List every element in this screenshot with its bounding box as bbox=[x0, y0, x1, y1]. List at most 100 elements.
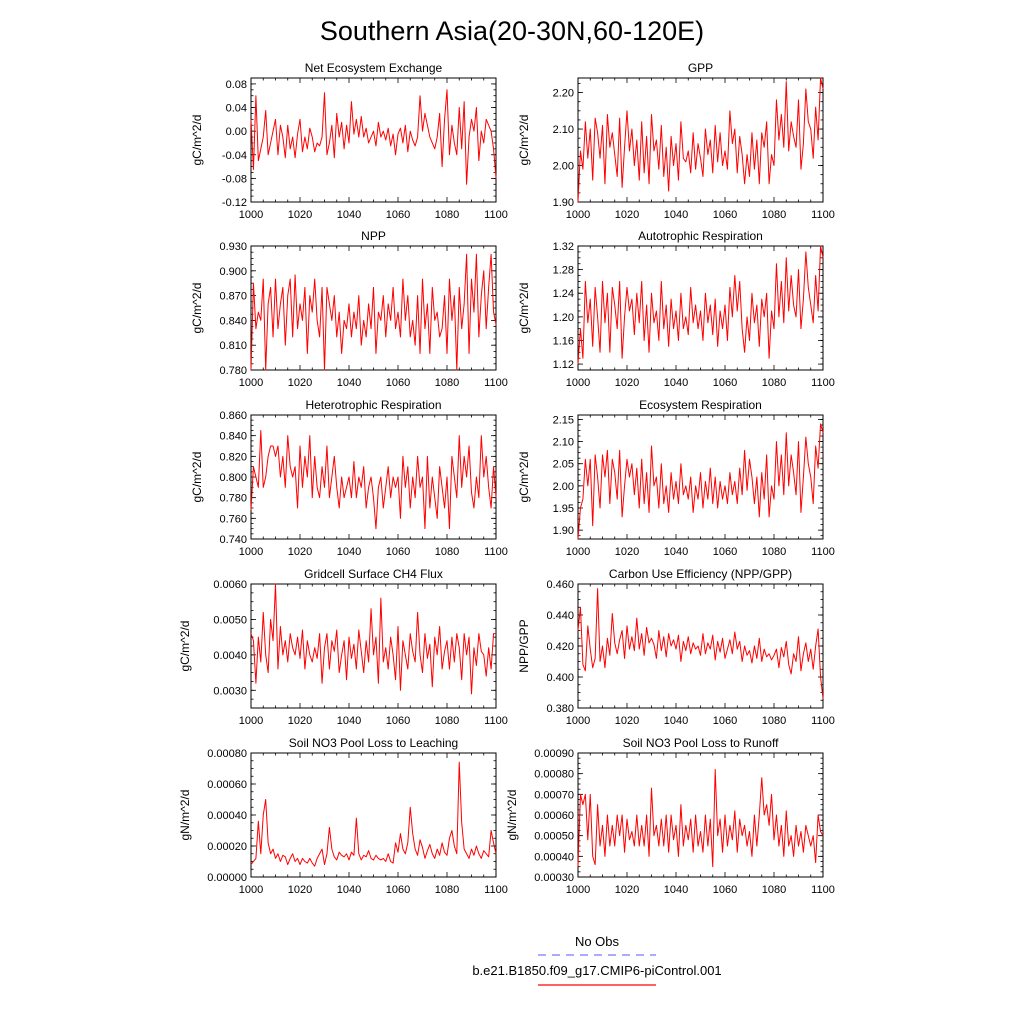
y-tick-label: 2.10 bbox=[553, 124, 574, 136]
y-tick-label: 2.05 bbox=[553, 459, 574, 471]
x-tick-label: 1000 bbox=[239, 209, 263, 221]
series-line bbox=[577, 769, 824, 868]
x-tick-label: 1060 bbox=[713, 715, 737, 727]
x-tick-label: 1040 bbox=[664, 715, 688, 727]
x-tick-label: 1060 bbox=[386, 377, 410, 389]
y-tick-label: 0.04 bbox=[226, 103, 247, 115]
x-tick-label: 1020 bbox=[288, 884, 312, 896]
x-tick-label: 1080 bbox=[762, 377, 786, 389]
x-tick-label: 1080 bbox=[762, 715, 786, 727]
legend: No Obs b.e21.B1850.f09_g17.CMIP6-piContr… bbox=[472, 934, 722, 986]
plot-frame bbox=[250, 77, 497, 203]
y-tick-label: 1.20 bbox=[553, 312, 574, 324]
y-tick-label: -0.12 bbox=[222, 197, 247, 209]
y-tick-label: 0.860 bbox=[219, 410, 247, 422]
y-axis-label: gC/m^2/d bbox=[190, 283, 204, 334]
x-tick-label: 1100 bbox=[484, 715, 508, 727]
y-tick-label: 2.00 bbox=[553, 161, 574, 173]
y-tick-label: 0.760 bbox=[219, 513, 247, 525]
y-axis-label: gC/m^2/d bbox=[517, 115, 531, 166]
y-tick-label: 2.00 bbox=[553, 481, 574, 493]
plot-frame bbox=[250, 414, 497, 540]
series-line bbox=[577, 588, 824, 699]
y-tick-label: 0.870 bbox=[219, 291, 247, 303]
plot-frame bbox=[250, 245, 497, 371]
x-tick-label: 1040 bbox=[664, 884, 688, 896]
panel-ecosystem-respiration: Ecosystem Respiration gC/m^2/d 1000 1020 104… bbox=[517, 398, 835, 558]
y-tick-label: 0.780 bbox=[219, 493, 247, 505]
x-tick-label: 1060 bbox=[713, 546, 737, 558]
y-tick-label: 0.810 bbox=[219, 340, 247, 352]
x-tick-label: 1060 bbox=[713, 209, 737, 221]
panel-title: Soil NO3 Pool Loss to Runoff bbox=[623, 736, 780, 750]
x-tick-label: 1020 bbox=[288, 209, 312, 221]
panel-title: NPP bbox=[361, 229, 386, 243]
panel-npp: NPP gC/m^2/d 1000 1020 1040 1060 1080 1100 0.780… bbox=[190, 229, 508, 389]
x-tick-label: 1100 bbox=[811, 377, 835, 389]
y-tick-label: 0.00080 bbox=[207, 748, 247, 760]
legend-model-label: b.e21.B1850.f09_g17.CMIP6-piControl.001 bbox=[472, 963, 721, 978]
x-tick-label: 1000 bbox=[566, 209, 590, 221]
x-tick-label: 1060 bbox=[386, 884, 410, 896]
y-tick-label: -0.08 bbox=[222, 173, 247, 185]
panel-carbon-use-efficiency-npp-gpp: Carbon Use Efficiency (NPP/GPP) NPP/GPP 10… bbox=[517, 567, 835, 727]
x-tick-label: 1080 bbox=[435, 209, 459, 221]
y-tick-label: 2.20 bbox=[553, 88, 574, 100]
y-tick-label: 0.0050 bbox=[213, 614, 247, 626]
x-tick-label: 1040 bbox=[664, 209, 688, 221]
y-tick-label: 0.00000 bbox=[207, 872, 247, 884]
y-tick-label: 2.10 bbox=[553, 437, 574, 449]
x-tick-label: 1000 bbox=[239, 546, 263, 558]
x-tick-label: 1080 bbox=[435, 715, 459, 727]
x-tick-label: 1040 bbox=[337, 715, 361, 727]
x-tick-label: 1000 bbox=[566, 884, 590, 896]
panel-title: GPP bbox=[688, 61, 713, 75]
y-tick-label: 1.95 bbox=[553, 503, 574, 515]
panel-net-ecosystem-exchange: Net Ecosystem Exchange gC/m^2/d 1000 1020 10… bbox=[190, 61, 508, 221]
panel-title: Net Ecosystem Exchange bbox=[305, 61, 443, 75]
panel-gpp: GPP gC/m^2/d 1000 1020 1040 1060 1080 1100 1.90 2… bbox=[517, 61, 835, 221]
y-tick-label: 1.28 bbox=[553, 265, 574, 277]
panel-gridcell-surface-ch4-flux: Gridcell Surface CH4 Flux gC/m^2/d 1000 102… bbox=[178, 567, 508, 727]
x-tick-label: 1020 bbox=[288, 546, 312, 558]
x-tick-label: 1080 bbox=[762, 884, 786, 896]
y-tick-label: 0.380 bbox=[546, 703, 574, 715]
x-tick-label: 1100 bbox=[811, 209, 835, 221]
y-tick-label: 0.00080 bbox=[534, 769, 574, 781]
x-tick-label: 1060 bbox=[713, 884, 737, 896]
x-tick-label: 1040 bbox=[664, 377, 688, 389]
panel-soil-no3-pool-loss-to-leaching: Soil NO3 Pool Loss to Leaching gN/m^2/d 10… bbox=[178, 736, 508, 896]
y-tick-label: 0.820 bbox=[219, 451, 247, 463]
y-tick-label: 1.90 bbox=[553, 525, 574, 537]
y-tick-label: 0.460 bbox=[546, 579, 574, 591]
y-tick-label: 0.00060 bbox=[534, 810, 574, 822]
x-tick-label: 1020 bbox=[615, 209, 639, 221]
x-tick-label: 1040 bbox=[337, 546, 361, 558]
y-tick-label: 0.400 bbox=[546, 672, 574, 684]
x-tick-label: 1100 bbox=[484, 546, 508, 558]
series-line bbox=[250, 430, 497, 530]
x-tick-label: 1060 bbox=[713, 377, 737, 389]
y-tick-label: 0.800 bbox=[219, 472, 247, 484]
x-tick-label: 1080 bbox=[435, 884, 459, 896]
y-tick-label: 0.840 bbox=[219, 431, 247, 443]
series-line bbox=[250, 89, 497, 185]
y-tick-label: 0.0060 bbox=[213, 579, 247, 591]
y-tick-label: 0.420 bbox=[546, 641, 574, 653]
x-tick-label: 1100 bbox=[811, 715, 835, 727]
y-tick-label: 0.08 bbox=[226, 79, 247, 91]
y-tick-label: 0.00050 bbox=[534, 831, 574, 843]
x-tick-label: 1040 bbox=[337, 884, 361, 896]
panel-title: Soil NO3 Pool Loss to Leaching bbox=[289, 736, 458, 750]
x-tick-label: 1100 bbox=[811, 884, 835, 896]
figure-title: Southern Asia(20-30N,60-120E) bbox=[320, 16, 704, 46]
y-tick-label: 1.90 bbox=[553, 197, 574, 209]
y-axis-label: gN/m^2/d bbox=[505, 790, 519, 841]
panel-title: Ecosystem Respiration bbox=[639, 398, 762, 412]
x-tick-label: 1080 bbox=[762, 546, 786, 558]
y-tick-label: 0.00020 bbox=[207, 841, 247, 853]
panel-autotrophic-respiration: Autotrophic Respiration gC/m^2/d 1000 1020 1… bbox=[517, 229, 835, 389]
series-line bbox=[250, 583, 496, 695]
x-tick-label: 1020 bbox=[615, 377, 639, 389]
